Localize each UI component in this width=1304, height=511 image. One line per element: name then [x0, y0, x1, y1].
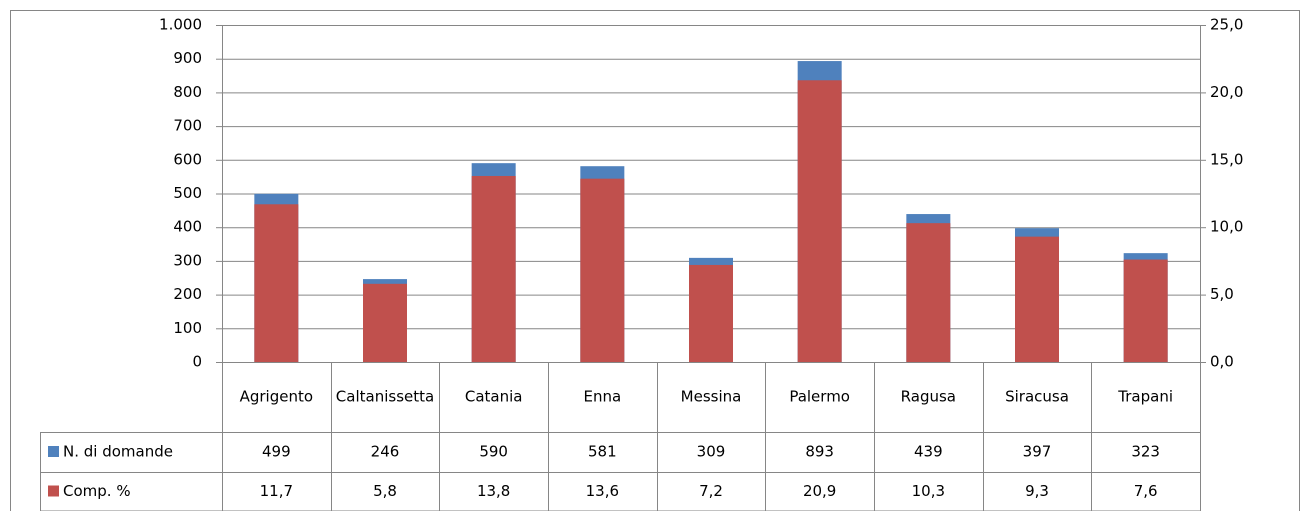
bar [1015, 236, 1059, 362]
table-cell: 246 [371, 443, 400, 461]
y-tick-label: 500 [173, 184, 202, 202]
table-cell: 13,6 [586, 482, 619, 500]
y2-tick-label: 10,0 [1210, 218, 1243, 236]
y-tick-label: 700 [173, 117, 202, 135]
legend-label: N. di domande [63, 443, 173, 461]
y-tick-label: 300 [173, 251, 202, 269]
y2-tick-label: 5,0 [1210, 285, 1234, 303]
y-tick-label: 600 [173, 150, 202, 168]
table-cell: 439 [914, 443, 943, 461]
table-cell: 20,9 [803, 482, 836, 500]
bar [580, 178, 625, 362]
table-cell: 323 [1131, 443, 1160, 461]
table-cell: 7,6 [1134, 482, 1158, 500]
x-tick-label: Siracusa [1005, 388, 1069, 406]
table-cell: 10,3 [912, 482, 945, 500]
x-tick-label: Agrigento [240, 388, 313, 406]
bar [1123, 259, 1168, 362]
x-tick-label: Messina [681, 388, 742, 406]
table-cell: 309 [697, 443, 726, 461]
table-cell: 590 [479, 443, 508, 461]
y2-tick-label: 20,0 [1210, 83, 1243, 101]
x-tick-label: Catania [465, 388, 523, 406]
legend-swatch [48, 446, 59, 457]
table-cell: 13,8 [477, 482, 510, 500]
y-tick-label: 200 [173, 285, 202, 303]
x-tick-label: Caltanissetta [336, 388, 434, 406]
bar [471, 175, 516, 362]
y-tick-label: 1.000 [159, 16, 202, 34]
y2-tick-label: 0,0 [1210, 353, 1234, 371]
bar [689, 264, 733, 362]
x-tick-label: Palermo [789, 388, 850, 406]
y-tick-label: 900 [173, 49, 202, 67]
table-cell: 7,2 [699, 482, 723, 500]
legend-label: Comp. % [63, 482, 131, 500]
bar [254, 204, 299, 362]
y-tick-label: 100 [173, 319, 202, 337]
x-tick-label: Trapani [1117, 388, 1173, 406]
y2-tick-label: 15,0 [1210, 150, 1243, 168]
bar [363, 283, 407, 362]
x-tick-label: Ragusa [901, 388, 956, 406]
table-cell: 581 [588, 443, 617, 461]
table-cell: 9,3 [1025, 482, 1049, 500]
y-tick-label: 0 [192, 353, 202, 371]
y-tick-label: 400 [173, 218, 202, 236]
y-tick-label: 800 [173, 83, 202, 101]
table-cell: 11,7 [260, 482, 293, 500]
table-cell: 499 [262, 443, 291, 461]
chart-border [10, 10, 1300, 511]
table-cell: 5,8 [373, 482, 397, 500]
y2-tick-label: 25,0 [1210, 16, 1243, 34]
table-cell: 397 [1023, 443, 1052, 461]
bar [906, 223, 951, 362]
bar [797, 80, 842, 362]
x-tick-label: Enna [583, 388, 621, 406]
legend-swatch [48, 485, 59, 497]
table-cell: 893 [805, 443, 834, 461]
